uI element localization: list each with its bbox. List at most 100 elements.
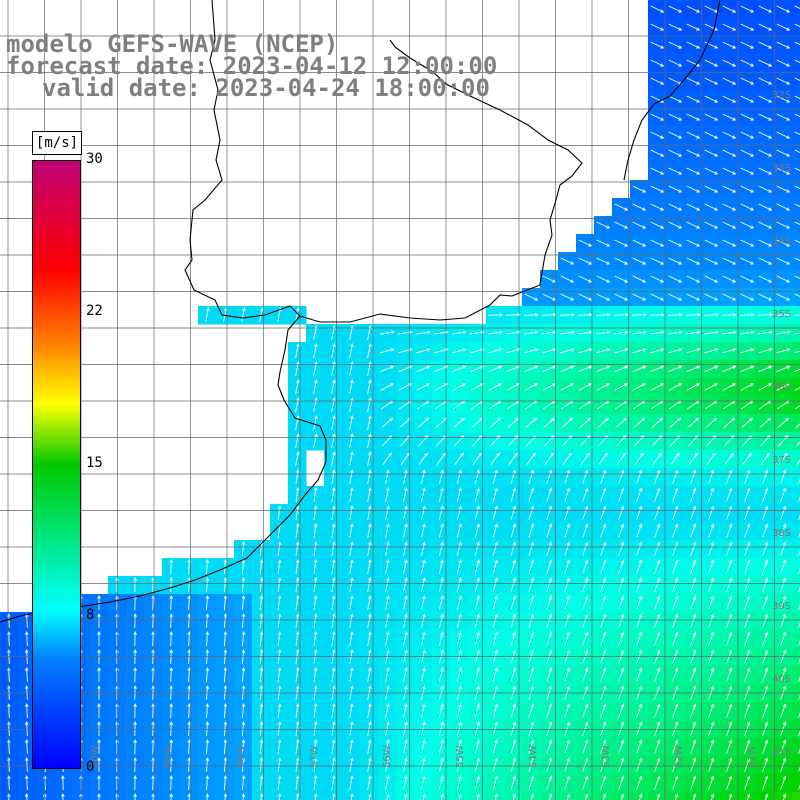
wind-arrow: [614, 203, 629, 211]
wind-arrow: [708, 469, 715, 484]
wind-arrow: [510, 649, 517, 664]
wind-arrow: [205, 631, 210, 647]
wind-arrow: [349, 613, 354, 628]
wind-arrow: [762, 469, 769, 484]
wind-arrows: [6, 5, 800, 800]
wind-arrow: [456, 649, 462, 664]
wind-arrow: [686, 59, 701, 67]
wind-arrow: [776, 77, 791, 85]
wind-arrow: [746, 793, 751, 800]
wind-arrow: [404, 793, 408, 800]
wind-arrow: [403, 667, 408, 682]
wind-arrow: [600, 595, 607, 610]
wind-arrow: [764, 793, 769, 800]
wind-speed-cell: [792, 666, 800, 685]
latitude-label: 35S: [772, 309, 792, 320]
wind-arrow: [614, 257, 629, 265]
wind-arrow: [744, 739, 751, 754]
wind-arrow: [403, 505, 408, 520]
wind-arrow: [546, 703, 553, 718]
wind-arrow: [726, 523, 733, 538]
wind-arrow: [582, 757, 589, 772]
wind-arrow: [710, 793, 715, 800]
wind-arrow: [295, 433, 300, 448]
wind-arrow: [205, 721, 210, 737]
wind-arrow: [24, 757, 29, 773]
wind-arrow: [650, 275, 665, 283]
wind-arrow: [758, 293, 773, 301]
wind-arrow: [564, 577, 571, 592]
wind-arrow: [561, 417, 574, 428]
wind-arrow: [560, 365, 575, 373]
wind-speed-cell: [792, 558, 800, 577]
wind-arrow: [331, 613, 336, 628]
wind-arrow: [690, 649, 697, 664]
wind-arrow: [420, 703, 426, 718]
wind-arrow: [24, 649, 29, 665]
wind-arrow: [636, 487, 643, 502]
wind-speed-cell: [792, 702, 800, 721]
wind-arrow: [794, 350, 800, 354]
wind-arrow: [722, 113, 737, 121]
wind-arrow: [600, 613, 607, 628]
wind-speed-cell: [792, 252, 800, 271]
wind-arrow: [381, 417, 394, 428]
wind-speed-cell: [792, 90, 800, 109]
wind-arrow: [726, 703, 733, 718]
wind-arrow: [349, 793, 354, 800]
wind-arrow: [758, 77, 773, 85]
wind-arrow: [616, 452, 626, 465]
wind-arrow: [546, 559, 553, 574]
wind-arrow: [758, 239, 773, 247]
wind-arrow: [259, 595, 264, 611]
wind-arrow: [582, 523, 589, 538]
wind-arrow: [780, 775, 787, 790]
wind-arrow: [598, 452, 608, 465]
wind-arrow: [708, 631, 715, 646]
wind-arrow: [618, 721, 625, 736]
wind-arrow: [672, 757, 679, 772]
wind-arrow: [758, 365, 773, 373]
wind-arrow: [780, 667, 787, 682]
longitude-label: 52W: [674, 745, 685, 768]
wind-arrow: [24, 793, 29, 800]
wind-speed-cell: [792, 324, 800, 343]
wind-arrow: [277, 775, 282, 790]
wind-arrow: [672, 577, 679, 592]
wind-arrow: [650, 365, 665, 373]
wind-arrow: [385, 595, 390, 610]
wind-arrow: [97, 739, 101, 754]
wind-arrow: [618, 505, 625, 520]
latitude-label: 32S: [772, 90, 792, 101]
wind-arrow: [780, 649, 787, 664]
wind-arrow: [762, 523, 769, 538]
wind-arrow: [740, 131, 755, 139]
wind-arrow: [618, 469, 625, 484]
wind-arrow: [726, 649, 733, 664]
wind-arrow: [416, 330, 431, 335]
wind-arrow: [452, 365, 467, 373]
wind-arrow: [776, 239, 791, 247]
wind-arrow: [632, 185, 647, 193]
wind-arrow: [259, 613, 264, 629]
wind-arrow: [380, 330, 395, 335]
wind-arrow: [559, 312, 575, 317]
wind-speed-cell: [792, 36, 800, 55]
wind-arrow: [704, 59, 719, 67]
wind-arrow: [742, 452, 752, 465]
wind-arrow: [744, 505, 751, 520]
wind-arrow: [600, 487, 607, 502]
wind-arrow: [726, 541, 733, 556]
wind-arrow: [688, 452, 698, 465]
wind-arrow: [560, 293, 575, 301]
wind-arrow: [708, 505, 715, 520]
wind-arrow: [349, 505, 354, 520]
wind-arrow: [331, 415, 336, 430]
wind-arrow: [740, 113, 755, 121]
wind-arrow: [420, 631, 426, 646]
wind-arrow: [420, 667, 426, 682]
wind-arrow: [741, 417, 754, 428]
wind-arrow: [349, 397, 354, 412]
wind-arrow: [349, 559, 354, 574]
wind-arrow: [295, 577, 300, 592]
